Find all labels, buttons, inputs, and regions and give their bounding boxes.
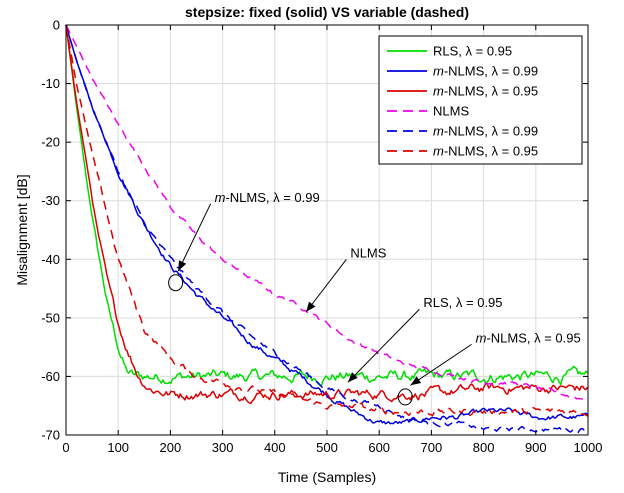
annotation-arrow-line xyxy=(177,203,212,272)
legend-entry-5: m-NLMS, λ = 0.99 xyxy=(433,124,538,139)
annotations: m-NLMS, λ = 0.99 NLMS RLS, λ = 0.95 m-NLMS,… xyxy=(168,190,581,406)
x-tick-label: 900 xyxy=(525,440,547,455)
annotation-arrowhead xyxy=(410,376,422,386)
annotation-arrowhead xyxy=(178,260,187,271)
annotation-arrow-line xyxy=(410,343,472,386)
plot-lines xyxy=(65,24,589,434)
annotation-arrowhead xyxy=(347,372,358,383)
axis-ticks: 0 100 200 300 400 500 600 700 800 900 1000 0 -10 -20 -… xyxy=(41,18,602,456)
x-tick-label: 100 xyxy=(107,440,129,455)
x-tick-label: 200 xyxy=(160,440,182,455)
series-line-2 xyxy=(65,24,589,425)
y-tick-label: -30 xyxy=(41,193,60,208)
y-tick-label: 0 xyxy=(53,18,60,33)
y-tick-label: -10 xyxy=(41,76,60,91)
annotation-arrow-line xyxy=(305,259,347,313)
x-tick-label: 700 xyxy=(421,440,443,455)
x-tick-label: 400 xyxy=(264,440,286,455)
legend-entry-3: m-NLMS, λ = 0.95 xyxy=(433,84,538,99)
annotation-label-2: NLMS xyxy=(350,245,386,260)
legend-entry-4: NLMS xyxy=(433,104,469,119)
y-axis-label: Misalignment [dB] xyxy=(14,174,30,285)
chart-title: stepsize: fixed (solid) VS variable (das… xyxy=(185,4,469,20)
annotation-circle xyxy=(168,274,184,292)
annotation-arrow-line xyxy=(347,308,420,383)
legend-entry-2: m-NLMS, λ = 0.99 xyxy=(433,64,538,79)
legend-entry-1: RLS, λ = 0.95 xyxy=(433,44,512,59)
annotation-label-1: m-NLMS, λ = 0.99 xyxy=(215,190,320,205)
x-axis-label: Time (Samples) xyxy=(278,469,376,485)
x-tick-label: 800 xyxy=(473,440,495,455)
series-line-4 xyxy=(65,24,588,403)
y-tick-label: -20 xyxy=(41,135,60,150)
y-tick-label: -40 xyxy=(41,252,60,267)
x-tick-label: 600 xyxy=(368,440,390,455)
series-line-5 xyxy=(65,24,588,434)
annotation-arrowhead xyxy=(306,301,316,312)
annotation-circle xyxy=(397,388,413,406)
x-tick-label: 0 xyxy=(62,440,69,455)
annotation-label-3: RLS, λ = 0.95 xyxy=(423,295,502,310)
y-tick-label: -50 xyxy=(41,310,60,325)
legend: RLS, λ = 0.95 m-NLMS, λ = 0.99 m-NLMS, λ =… xyxy=(378,35,583,165)
legend-entry-6: m-NLMS, λ = 0.95 xyxy=(433,144,538,159)
series-line-1 xyxy=(65,24,589,387)
y-tick-label: -70 xyxy=(41,428,60,443)
x-tick-label: 300 xyxy=(212,440,234,455)
series-line-6 xyxy=(65,24,588,417)
y-tick-label: -60 xyxy=(41,369,60,384)
series-line-3 xyxy=(65,24,589,405)
annotation-label-4: m-NLMS, λ = 0.95 xyxy=(476,330,581,345)
x-tick-label: 1000 xyxy=(574,440,603,455)
legend-box xyxy=(378,35,583,165)
x-tick-label: 500 xyxy=(316,440,338,455)
